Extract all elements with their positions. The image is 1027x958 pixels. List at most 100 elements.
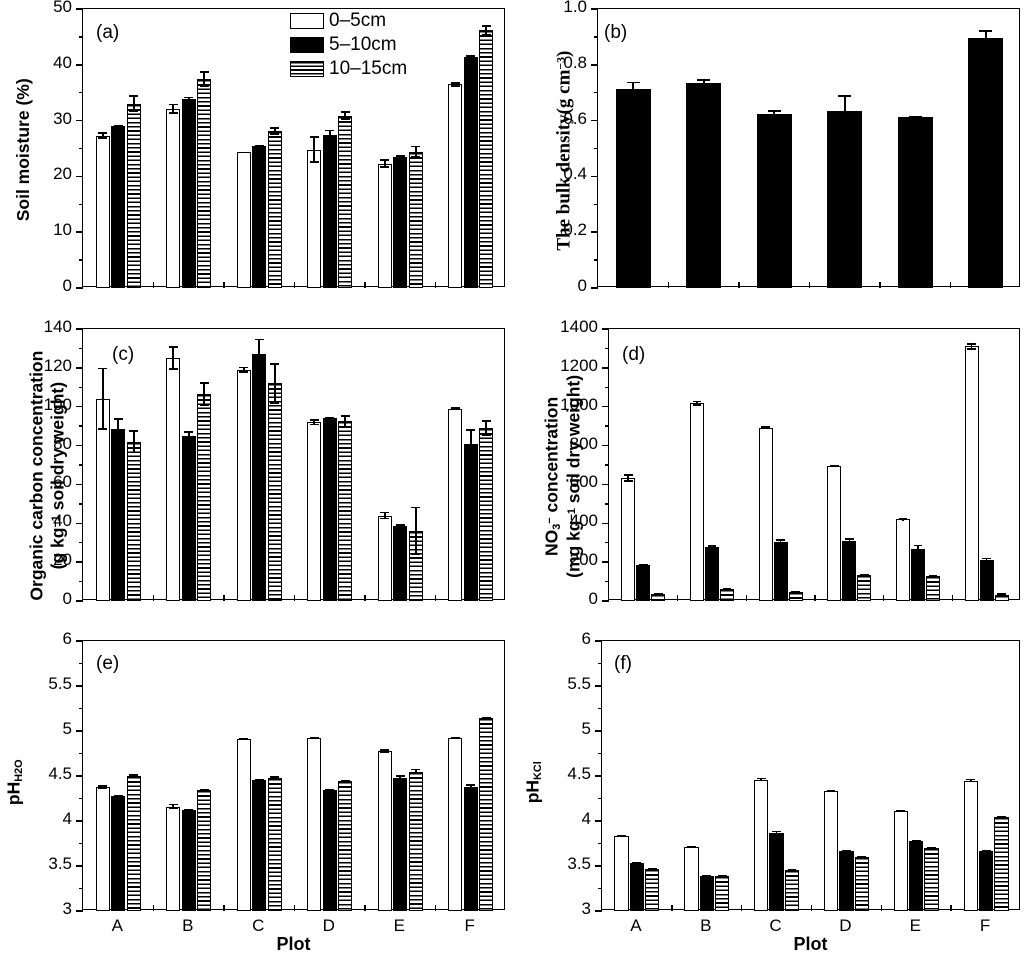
y-tick-major (595, 910, 602, 912)
x-tick-label: C (252, 916, 265, 935)
error-bar-cap-top (325, 129, 335, 132)
error-bar (252, 338, 266, 370)
error-bar-cap-top (826, 790, 836, 792)
bar (714, 875, 730, 911)
y-tick-major (602, 367, 609, 369)
error-bar (197, 788, 211, 791)
error-bar (268, 363, 282, 404)
error-bar-stem (843, 95, 846, 127)
y-tick-label: 3 (581, 899, 591, 918)
x-tick-label: A (111, 916, 123, 935)
error-bar-cap-top (911, 839, 921, 842)
error-bar-stem (696, 400, 698, 406)
error-bar-stem (132, 95, 135, 113)
bar (479, 428, 494, 601)
error-bar (630, 862, 644, 865)
bar (181, 435, 196, 601)
bar (377, 163, 392, 288)
error-bar-cap-bottom (838, 124, 852, 127)
error-bar-stem (485, 420, 488, 436)
bar (126, 776, 141, 911)
error-bar-cap-top (787, 868, 797, 871)
y-tick-major (591, 119, 598, 122)
y-tick-major (602, 405, 609, 408)
x-tick-label: E (909, 916, 921, 935)
error-bar-stem (132, 774, 135, 778)
error-bar-cap-bottom (481, 33, 491, 36)
error-bar (720, 587, 734, 590)
error-bar-cap-bottom (466, 57, 476, 59)
bar (377, 515, 392, 601)
bar (448, 408, 463, 601)
bar (95, 786, 110, 911)
error-bar-stem (172, 103, 175, 114)
legend-label: 0–5cm (329, 10, 387, 31)
y-tick-minor (79, 203, 83, 206)
legend-item-5-10cm: 5–10cm (290, 33, 407, 57)
bar (463, 786, 478, 911)
y-tick-label: 5.5 (48, 674, 72, 693)
bar (978, 850, 994, 911)
y-tick-minor (605, 541, 609, 544)
error-bar-cap-bottom (129, 110, 139, 113)
error-bar-cap-bottom (395, 778, 405, 781)
error-bar (757, 109, 792, 118)
panel-d-tag: (d) (622, 344, 646, 365)
error-bar (323, 788, 337, 791)
error-bar-cap-top (898, 517, 908, 520)
y-tick-label: 600 (569, 472, 598, 492)
bar (463, 443, 478, 601)
error-bar-stem (383, 749, 386, 753)
x-tick (814, 595, 816, 601)
error-bar (448, 737, 462, 740)
x-tick (949, 282, 952, 288)
error-bar (166, 346, 180, 370)
error-bar-stem (469, 55, 472, 59)
y-tick-major (76, 231, 83, 233)
panel-f-tag: (f) (614, 653, 632, 674)
error-bar (684, 846, 698, 848)
error-bar (237, 738, 251, 740)
bar (236, 739, 251, 911)
y-tick-minor (79, 147, 83, 150)
error-bar-cap-top (767, 109, 781, 112)
error-bar-cap-top (340, 111, 350, 113)
y-tick-label: 4.5 (48, 764, 72, 783)
bar (963, 780, 978, 911)
bar (181, 99, 196, 288)
error-bar-cap-top (466, 784, 476, 786)
bar (338, 421, 353, 601)
error-bar-stem (258, 144, 261, 148)
x-tick (667, 282, 670, 288)
error-bar (448, 82, 462, 87)
error-bar-cap-bottom (844, 541, 854, 543)
bar (645, 868, 660, 911)
x-tick-label: D (322, 916, 335, 935)
error-bar (645, 867, 659, 870)
error-bar-cap-top (617, 835, 626, 837)
panel-e-plot-area (76, 640, 505, 912)
error-bar (409, 768, 423, 775)
y-tick-label: 800 (569, 433, 598, 453)
x-tick (808, 282, 811, 288)
legend-label: 5–10cm (329, 34, 397, 55)
error-bar-cap-top (966, 778, 976, 781)
error-bar (323, 416, 337, 420)
error-bar-cap-top (309, 419, 319, 421)
error-bar-cap-bottom (966, 780, 976, 783)
error-bar (393, 524, 407, 529)
error-bar-cap-bottom (199, 404, 209, 406)
error-bar-cap-top (717, 875, 727, 877)
error-bar-cap-bottom (340, 118, 350, 121)
panel-e-xlabel: Plot (276, 934, 311, 954)
x-tick (223, 595, 225, 601)
error-bar-cap-top (199, 71, 209, 74)
error-bar (338, 779, 352, 782)
x-tick-label: D (839, 916, 852, 935)
y-tick-major (76, 483, 83, 486)
y-tick-minor (605, 503, 609, 505)
error-bar-cap-top (254, 778, 264, 781)
y-tick-minor (79, 425, 83, 427)
x-tick (671, 905, 673, 911)
error-bar-cap-top (199, 788, 209, 791)
